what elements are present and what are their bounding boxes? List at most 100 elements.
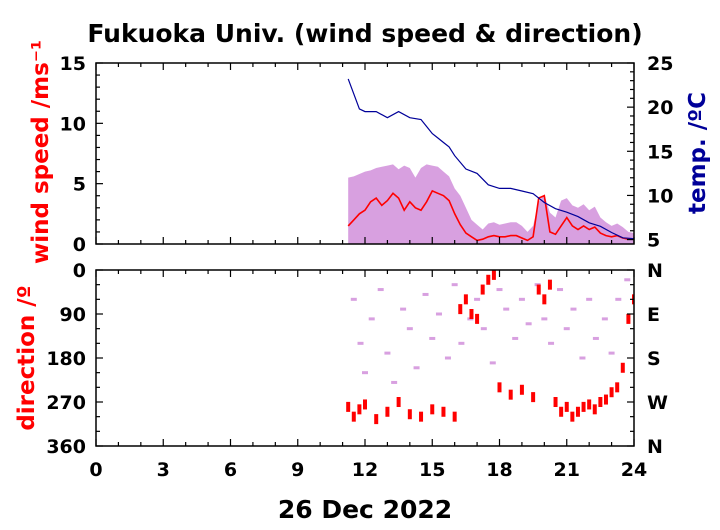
direction-mean-point bbox=[480, 284, 485, 295]
direction-mean-point bbox=[564, 401, 569, 412]
direction-mean-point bbox=[570, 411, 575, 422]
top-plot-area bbox=[347, 78, 634, 244]
bottom-y-tick-label: 90 bbox=[60, 304, 86, 326]
direction-mean-point bbox=[553, 397, 558, 407]
direction-mean-point bbox=[497, 382, 502, 393]
top-y2-tick-label: 25 bbox=[647, 53, 673, 75]
direction-mean-point bbox=[419, 411, 424, 422]
x-tick-label: 15 bbox=[419, 459, 445, 481]
direction-mean-point bbox=[396, 397, 401, 407]
direction-instant-point bbox=[557, 288, 564, 292]
direction-mean-point bbox=[575, 406, 580, 417]
bottom-y2-compass-label: W bbox=[647, 392, 668, 414]
direction-mean-point bbox=[542, 294, 547, 305]
direction-instant-point bbox=[586, 297, 593, 301]
direction-mean-point bbox=[603, 394, 608, 405]
direction-mean-point bbox=[486, 274, 491, 285]
direction-mean-point bbox=[615, 382, 620, 393]
direction-instant-point bbox=[474, 297, 481, 301]
direction-instant-point bbox=[362, 371, 368, 375]
top-y-tick-label: 5 bbox=[73, 174, 86, 196]
direction-instant-point bbox=[458, 341, 465, 345]
wind-speed-series-line bbox=[347, 189, 634, 242]
direction-instant-point bbox=[422, 292, 429, 296]
direction-mean-point bbox=[374, 414, 379, 425]
direction-instant-point bbox=[503, 307, 510, 311]
direction-instant-point bbox=[563, 327, 570, 331]
bottom-y-tick-label: 180 bbox=[46, 348, 86, 370]
top-y-axis-label: wind speed /ms⁻¹ bbox=[28, 40, 54, 264]
direction-instant-point bbox=[406, 327, 413, 331]
top-y-tick-label: 15 bbox=[60, 53, 86, 75]
direction-instant-point bbox=[413, 366, 420, 370]
bottom-plot-area bbox=[346, 270, 634, 425]
direction-instant-point bbox=[496, 288, 503, 292]
direction-mean-point bbox=[620, 362, 625, 373]
top-y2-tick-label: 20 bbox=[647, 97, 673, 119]
bottom-y-axis-label: direction /º bbox=[14, 285, 40, 430]
bottom-y-tick-label: 360 bbox=[46, 436, 86, 458]
direction-instant-point bbox=[357, 341, 364, 345]
direction-instant-point bbox=[444, 356, 451, 360]
x-tick-label: 0 bbox=[89, 459, 102, 481]
bottom-y-tick-label: 270 bbox=[46, 392, 86, 414]
direction-mean-point bbox=[357, 404, 362, 415]
direction-mean-point bbox=[469, 309, 474, 319]
top-y-tick-label: 0 bbox=[73, 234, 86, 256]
direction-mean-point bbox=[351, 411, 356, 422]
direction-instant-point bbox=[377, 288, 384, 292]
direction-instant-point bbox=[489, 361, 496, 365]
direction-mean-point bbox=[508, 389, 513, 400]
direction-mean-point bbox=[430, 404, 435, 415]
direction-instant-point bbox=[512, 336, 519, 340]
top-y2-tick-label: 5 bbox=[647, 230, 660, 252]
direction-instant-point bbox=[429, 336, 436, 340]
direction-instant-point bbox=[435, 312, 442, 316]
x-tick-label: 24 bbox=[621, 459, 647, 481]
direction-mean-point bbox=[519, 384, 524, 395]
bottom-y2-compass-label: N bbox=[647, 260, 663, 282]
temperature-series-line bbox=[347, 78, 634, 240]
direction-instant-point bbox=[579, 356, 586, 360]
direction-mean-point bbox=[598, 397, 603, 407]
direction-instant-point bbox=[350, 297, 357, 301]
direction-instant-point bbox=[391, 380, 398, 384]
direction-instant-point bbox=[525, 322, 532, 326]
direction-mean-point bbox=[346, 401, 351, 412]
direction-instant-point bbox=[400, 307, 407, 311]
direction-mean-point bbox=[363, 399, 367, 410]
direction-mean-point bbox=[491, 270, 496, 280]
direction-mean-point bbox=[609, 387, 614, 398]
direction-mean-point bbox=[587, 399, 592, 410]
x-tick-label: 3 bbox=[157, 459, 170, 481]
direction-instant-point bbox=[451, 283, 458, 287]
bottom-y2-compass-label: S bbox=[647, 348, 661, 370]
direction-mean-point bbox=[475, 313, 480, 324]
x-tick-label: 18 bbox=[486, 459, 512, 481]
direction-instant-point bbox=[624, 278, 631, 282]
direction-instant-point bbox=[570, 307, 577, 311]
bottom-y2-compass-label: N bbox=[647, 436, 663, 458]
x-axis-label: 26 Dec 2022 bbox=[278, 495, 452, 524]
direction-instant-point bbox=[592, 336, 599, 340]
direction-instant-point bbox=[615, 297, 622, 301]
direction-instant-point bbox=[480, 327, 487, 331]
x-tick-label: 21 bbox=[554, 459, 580, 481]
direction-instant-point bbox=[541, 317, 548, 321]
x-tick-label: 12 bbox=[352, 459, 378, 481]
direction-mean-point bbox=[592, 404, 597, 415]
direction-mean-point bbox=[458, 304, 463, 315]
gust-series-area bbox=[348, 164, 634, 244]
direction-instant-point bbox=[518, 297, 525, 301]
direction-mean-point bbox=[452, 411, 457, 422]
direction-mean-point bbox=[536, 284, 541, 295]
direction-mean-point bbox=[626, 313, 631, 324]
top-y-tick-label: 10 bbox=[60, 113, 86, 135]
bottom-y2-compass-label: E bbox=[647, 304, 660, 326]
direction-instant-point bbox=[601, 317, 608, 321]
top-y2-tick-label: 15 bbox=[647, 141, 673, 163]
chart-title: Fukuoka Univ. (wind speed & direction) bbox=[87, 19, 642, 48]
direction-mean-point bbox=[547, 279, 552, 290]
